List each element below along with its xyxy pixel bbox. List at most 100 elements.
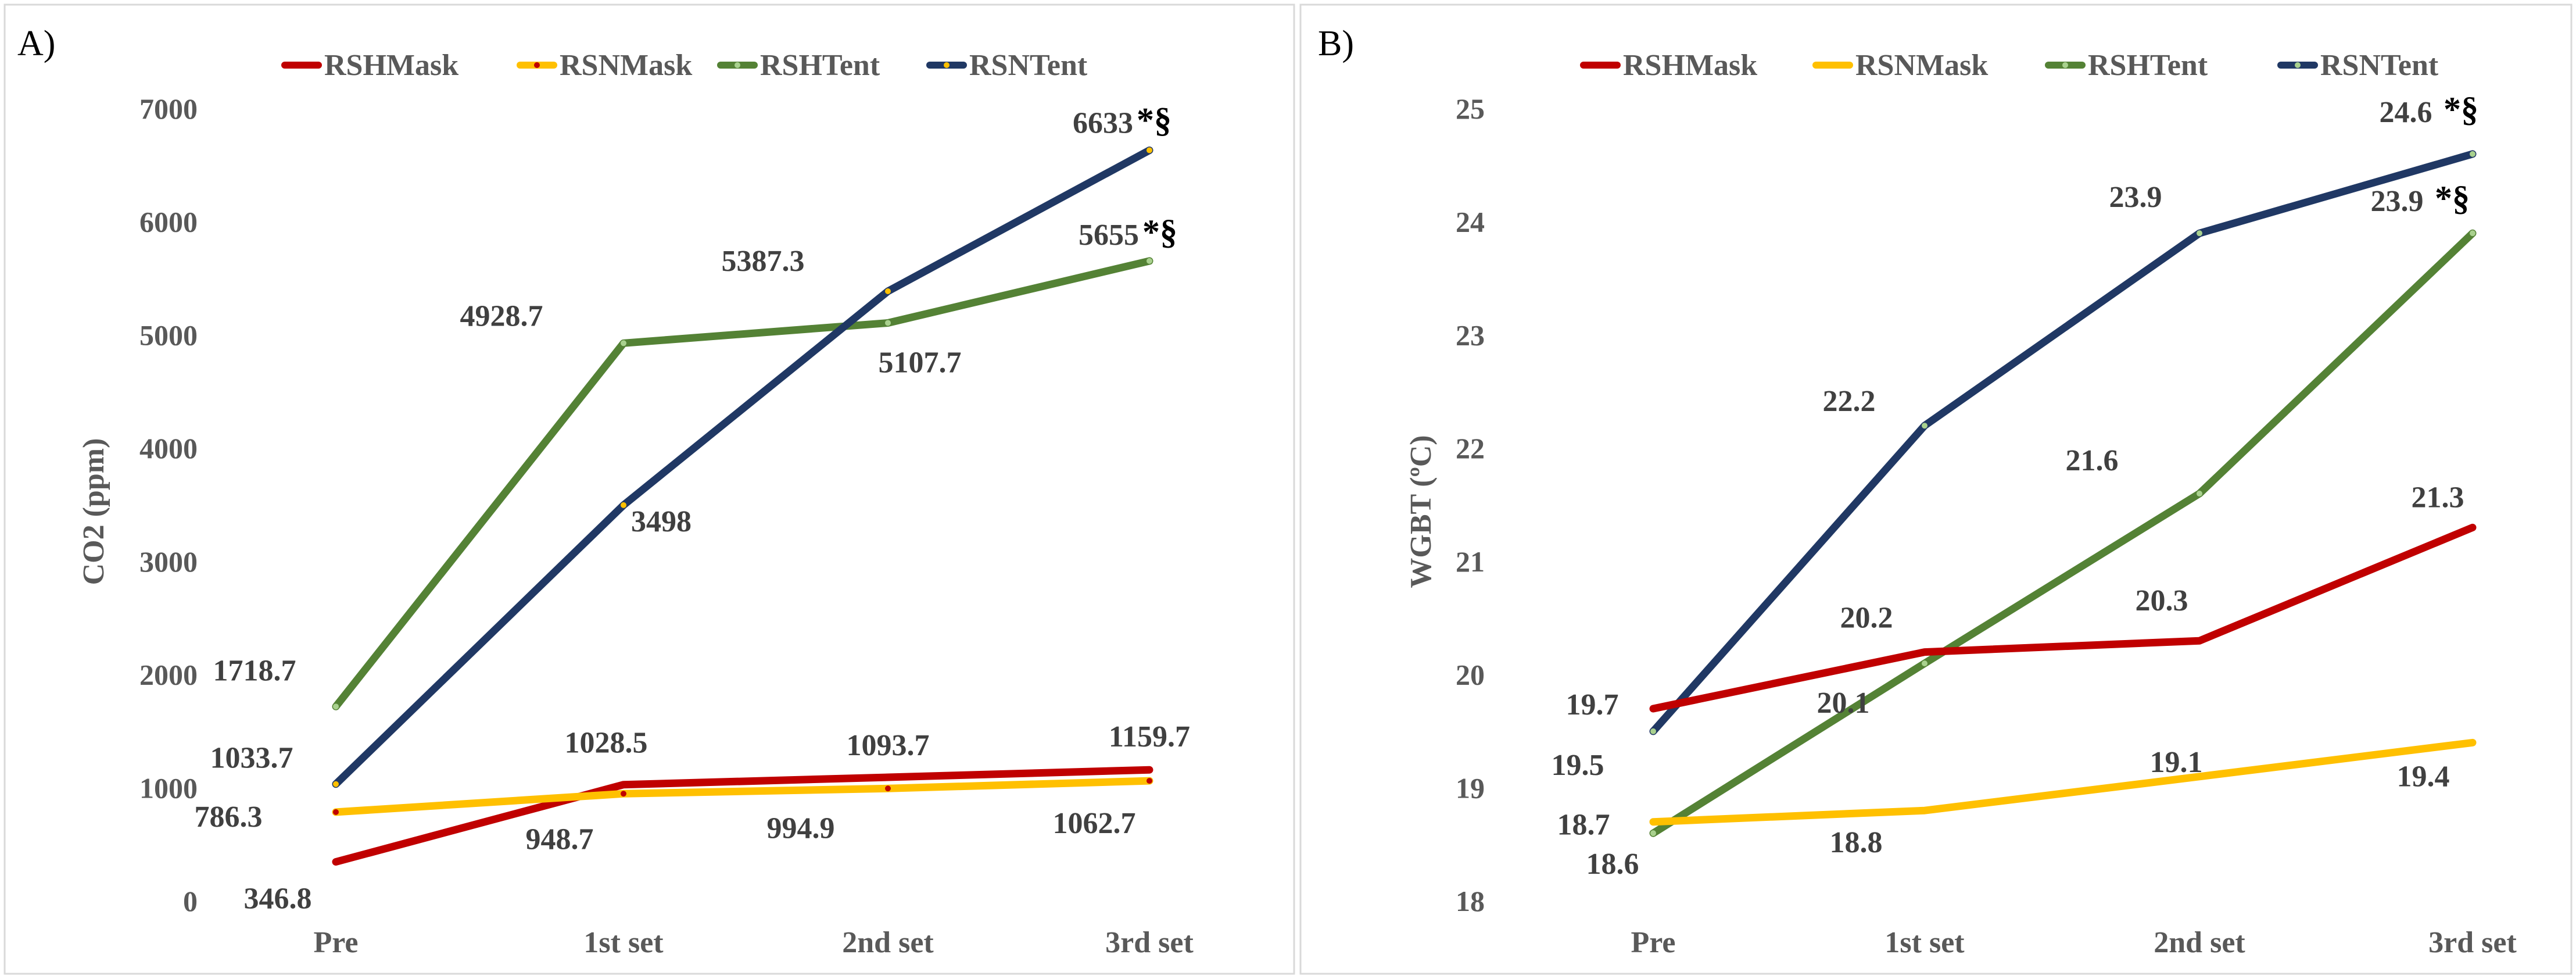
panel-a-x-tick-label: 1st set: [583, 926, 664, 959]
panel-a-legend-marker: [735, 62, 740, 68]
data-label-RSNMask: 18.8: [1830, 826, 1883, 859]
series-line-RSHTent: [332, 257, 1153, 710]
panel-a-legend-label: RSHTent: [760, 49, 880, 82]
data-label-RSHTent: 20.1: [1817, 687, 1870, 720]
data-label-RSHMask: 20.3: [2136, 584, 2188, 617]
data-label-RSHMask: 1028.5: [565, 727, 648, 760]
panel-a-x-tick-label: Pre: [314, 926, 359, 959]
panel-b-legend-label: RSHMask: [1623, 49, 1757, 82]
data-label-RSNTent: 22.2: [1823, 385, 1876, 418]
significance-marker: *§: [2444, 90, 2478, 128]
panel-a-legend-label: RSHMask: [324, 49, 458, 82]
panel-a-y-tick-label: 1000: [139, 771, 198, 804]
data-point-RSNTent: [1147, 147, 1152, 153]
data-label-RSNTent: 5387.3: [722, 245, 805, 278]
panel-b-legend-marker: [2295, 62, 2301, 68]
panel-b-x-tick-label: Pre: [1631, 926, 1676, 959]
panel-b-legend-marker: [1597, 62, 1603, 68]
data-point-RSHMask: [885, 774, 891, 781]
data-point-RSHMask: [2470, 524, 2475, 531]
panel-a-y-tick-label: 6000: [139, 206, 198, 238]
panel-a-y-tick-label: 7000: [139, 92, 198, 125]
panel-b-y-tick-label: 22: [1456, 432, 1485, 465]
data-label-RSHTent: 23.9: [2371, 185, 2424, 218]
panel-a-legend-marker: [299, 62, 304, 68]
data-point-RSNMask: [2197, 773, 2202, 780]
series-line-RSNTent: [1649, 150, 2477, 735]
data-label-RSHMask: 1093.7: [847, 729, 930, 762]
panel-b-legend-marker: [2062, 62, 2068, 68]
data-label-RSNTent: 19.5: [1552, 749, 1604, 782]
panel-b-label: B): [1318, 24, 1354, 63]
panel-a-legend-marker: [944, 62, 950, 68]
series-line-RSHMask: [332, 766, 1153, 866]
series-line-RSNMask: [1649, 738, 2477, 826]
panel-b-y-tick-label: 19: [1456, 771, 1485, 804]
series-line-RSNMask: [332, 777, 1153, 816]
data-point-RSNTent: [1650, 728, 1656, 734]
data-point-RSHTent: [1147, 258, 1152, 264]
data-point-RSHTent: [1650, 830, 1656, 837]
data-label-RSHMask: 19.7: [1566, 688, 1619, 721]
data-point-RSNTent: [885, 288, 891, 295]
data-point-RSHTent: [885, 320, 891, 326]
data-point-RSNTent: [2470, 151, 2475, 157]
panel-b-y-tick-label: 23: [1456, 319, 1485, 351]
data-point-RSNMask: [621, 791, 626, 797]
panel-b-legend-marker: [1830, 62, 1836, 68]
data-point-RSNMask: [333, 809, 339, 815]
data-label-RSHTent: 1718.7: [213, 654, 296, 687]
panel-b-x-tick-label: 1st set: [1884, 926, 1965, 959]
series-line-RSNTent: [332, 147, 1153, 788]
panel-b-legend-label: RSNMask: [1855, 49, 1988, 82]
panel-a-frame: [3, 3, 1295, 975]
data-point-RSHMask: [1650, 705, 1656, 712]
data-point-RSHTent: [1922, 660, 1927, 667]
panel-b-y-tick-label: 24: [1456, 206, 1485, 238]
data-label-RSNMask: 19.4: [2397, 760, 2450, 793]
panel-b-y-tick-label: 18: [1456, 885, 1485, 917]
data-label-RSNTent: 24.6: [2380, 96, 2432, 129]
panel-a-y-tick-label: 4000: [139, 432, 198, 465]
data-label-RSNTent: 1033.7: [210, 742, 293, 775]
panel-b-legend-label: RSNTent: [2320, 49, 2439, 82]
significance-marker: *§: [1137, 101, 1171, 139]
series-line-RSHTent: [1649, 229, 2477, 837]
panel-a-y-tick-label: 2000: [139, 659, 198, 691]
panel-a-y-axis-title: CO2 (ppm): [77, 438, 110, 585]
data-label-RSNMask: 18.7: [1557, 809, 1610, 842]
data-label-RSNMask: 786.3: [195, 801, 263, 834]
data-label-RSHTent: 4928.7: [460, 299, 543, 333]
panel-b-y-tick-label: 25: [1456, 92, 1485, 125]
data-label-RSNMask: 1062.7: [1053, 807, 1136, 840]
panel-a-y-tick-label: 5000: [139, 319, 198, 351]
data-label-RSHTent: 18.6: [1586, 848, 1639, 881]
data-point-RSNMask: [1147, 778, 1152, 784]
data-point-RSNMask: [885, 785, 891, 792]
data-label-RSHTent: 5655: [1079, 219, 1139, 252]
data-label-RSHMask: 20.2: [1840, 602, 1893, 635]
panel-b-legend-label: RSHTent: [2088, 49, 2208, 82]
data-point-RSNTent: [621, 502, 626, 508]
panel-a-legend-label: RSNMask: [560, 49, 692, 82]
data-label-RSNMask: 19.1: [2150, 746, 2203, 779]
panel-b-y-tick-label: 21: [1456, 545, 1485, 578]
data-label-RSNTent: 6633: [1073, 106, 1133, 140]
data-label-RSNMask: 994.9: [767, 812, 835, 845]
data-point-RSNTent: [2197, 230, 2202, 237]
data-point-RSNMask: [1922, 808, 1927, 814]
significance-marker: *§: [1142, 213, 1177, 251]
data-point-RSHTent: [2197, 491, 2202, 497]
panel-b-x-tick-label: 2nd set: [2154, 926, 2245, 959]
panel-a-label: A): [17, 24, 55, 63]
panel-a-legend-marker: [534, 62, 540, 68]
data-point-RSHTent: [2470, 230, 2475, 237]
data-point-RSHMask: [333, 859, 339, 865]
panel-a-legend-label: RSNTent: [969, 49, 1088, 82]
data-label-RSNTent: 23.9: [2109, 181, 2162, 214]
data-point-RSHTent: [621, 340, 626, 346]
series-line-RSHMask: [1649, 523, 2477, 713]
data-point-RSHMask: [1147, 767, 1152, 773]
data-label-RSHMask: 1159.7: [1109, 720, 1190, 753]
